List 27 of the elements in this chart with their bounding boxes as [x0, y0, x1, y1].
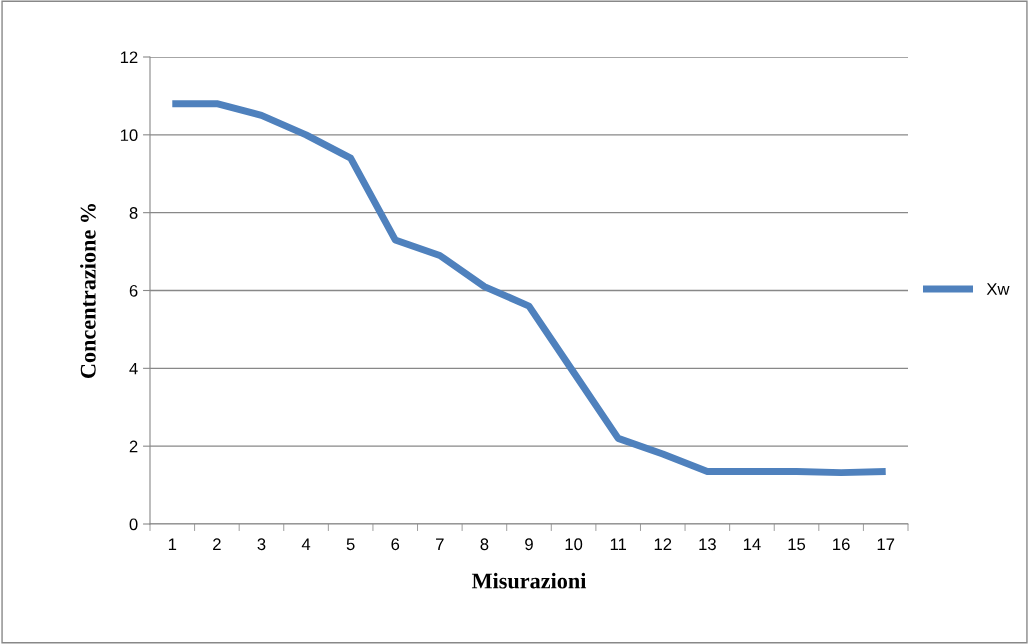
- y-tick-label: 4: [129, 362, 138, 375]
- x-tick-label: 16: [833, 538, 850, 551]
- x-tick-label: 12: [654, 538, 672, 550]
- x-tick-label: 10: [565, 538, 583, 551]
- x-tick-label: 11: [610, 538, 627, 550]
- y-tick-label: 2: [129, 440, 138, 453]
- x-tick-label: 2: [213, 538, 221, 550]
- y-axis-title: Concentrazione %: [80, 204, 96, 378]
- y-tick-label: 12: [120, 51, 138, 64]
- y-tick-label: 8: [129, 207, 138, 219]
- y-tick-label: 6: [129, 284, 138, 297]
- x-tick-label: 15: [788, 538, 806, 551]
- x-tick-label: 4: [301, 538, 311, 550]
- x-tick-label: 9: [525, 538, 533, 551]
- x-tick-label: 6: [391, 538, 400, 551]
- x-tick-label: 17: [877, 538, 895, 550]
- x-tick-label: 1: [168, 538, 177, 550]
- y-tick-label: 0: [129, 518, 138, 531]
- x-tick-label: 3: [257, 538, 266, 551]
- x-tick-label: 14: [743, 538, 761, 550]
- x-tick-label: 13: [699, 538, 716, 551]
- x-tick-label: 5: [346, 538, 355, 551]
- x-tick-label: 8: [480, 538, 489, 551]
- x-axis-title: Misurazioni: [471, 572, 587, 589]
- x-tick-label: 7: [436, 538, 444, 550]
- legend-label: Xw: [986, 283, 1010, 295]
- y-tick-label: 10: [120, 129, 138, 142]
